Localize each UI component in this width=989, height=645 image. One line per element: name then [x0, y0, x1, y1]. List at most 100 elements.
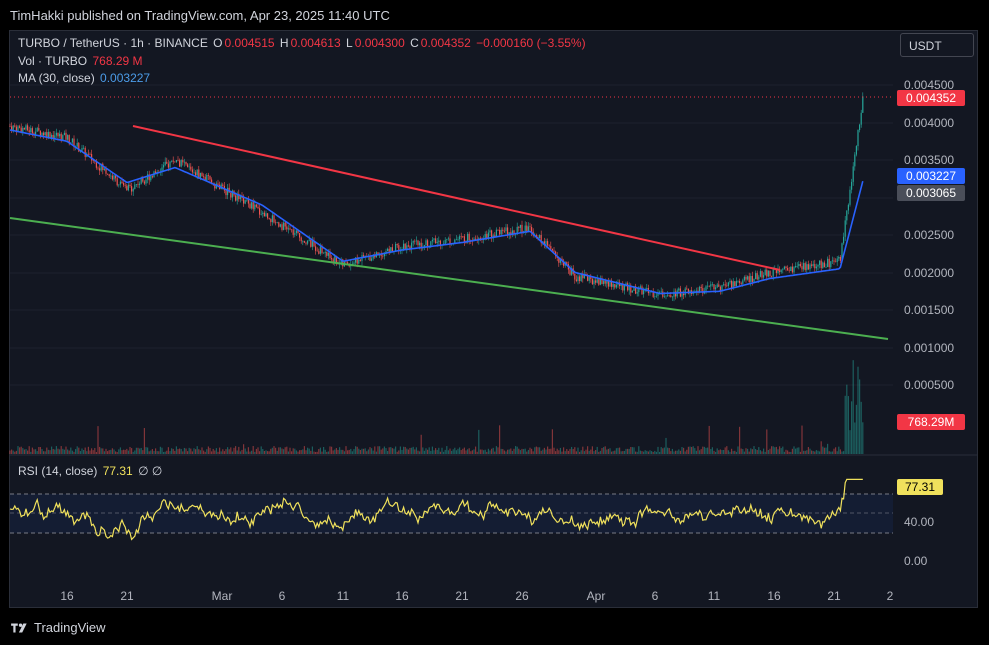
candle-body	[582, 273, 584, 279]
ma-legend[interactable]: MA (30, close) 0.003227	[18, 71, 152, 85]
candle-body	[796, 265, 798, 267]
volume-bar	[515, 446, 517, 454]
volume-bar	[59, 449, 61, 454]
candle-body	[193, 172, 195, 173]
candle-body	[417, 240, 419, 246]
volume-bar	[423, 450, 425, 454]
volume-bar	[167, 447, 169, 454]
volume-bar	[375, 451, 377, 454]
volume-bar	[89, 450, 91, 454]
candle-body	[419, 242, 421, 246]
candle-body	[142, 177, 144, 182]
candle-body	[79, 151, 81, 152]
candle	[571, 265, 573, 276]
candle-body	[574, 273, 576, 280]
candle	[756, 270, 758, 281]
candle-body	[175, 160, 177, 162]
candle-body	[19, 126, 21, 128]
candle	[126, 184, 128, 191]
volume-bar	[134, 450, 136, 454]
candle-body	[822, 262, 824, 269]
volume-bar	[359, 450, 361, 454]
candle	[854, 152, 856, 171]
candle-body	[719, 286, 721, 291]
candle-body	[657, 292, 659, 296]
volume-bar	[785, 449, 787, 454]
candle	[724, 279, 726, 289]
candle-body	[252, 202, 254, 210]
volume-bar	[486, 451, 488, 454]
volume-bar	[564, 451, 566, 454]
volume-bar	[574, 447, 576, 454]
candle-body	[583, 274, 585, 279]
currency-button[interactable]: USDT	[900, 33, 974, 57]
candle	[689, 289, 691, 298]
candle-body	[203, 176, 205, 178]
candle-body	[254, 204, 256, 210]
volume-bar	[727, 450, 729, 454]
volume-bar	[243, 444, 245, 454]
candle-body	[259, 208, 261, 215]
candle-body	[44, 132, 46, 136]
candle-body	[823, 262, 825, 268]
rsi-legend[interactable]: RSI (14, close) 77.31 ∅ ∅	[18, 464, 164, 478]
candle	[513, 229, 515, 237]
candle	[259, 204, 261, 219]
candle	[811, 260, 813, 269]
volume-bar	[343, 451, 345, 454]
ma-price-tag: 0.003227	[897, 168, 965, 184]
candle	[550, 241, 552, 250]
candle-body	[548, 245, 550, 247]
volume-bar	[537, 447, 539, 454]
candle-body	[487, 232, 489, 239]
candle	[30, 125, 32, 135]
candle-body	[766, 269, 768, 277]
volume-bar	[697, 446, 699, 454]
volume-bar	[492, 447, 494, 454]
candle	[281, 222, 283, 232]
volume-bar	[475, 446, 477, 454]
volume-bar	[260, 446, 262, 454]
candle	[595, 277, 597, 286]
volume-bar	[127, 450, 129, 454]
volume-bar	[788, 451, 790, 454]
candle	[427, 238, 429, 251]
volume-bar	[790, 451, 792, 454]
candle	[508, 232, 510, 240]
candle-body	[409, 246, 411, 250]
time-tick: Mar	[212, 589, 233, 603]
volume-bar	[751, 449, 753, 454]
candle-body	[279, 224, 281, 227]
candle	[131, 182, 133, 196]
candle-body	[335, 256, 337, 264]
chart-frame[interactable]	[9, 30, 978, 608]
volume-bar	[428, 447, 430, 454]
volume-bar	[52, 449, 54, 454]
candle-body	[289, 228, 291, 230]
volume-bar	[636, 451, 638, 454]
volume-bar	[358, 448, 360, 454]
volume-legend[interactable]: Vol · TURBO 768.29 M	[18, 54, 145, 68]
candle-body	[238, 193, 240, 200]
volume-bar	[73, 451, 75, 454]
candle-body	[222, 184, 224, 186]
candle-body	[150, 176, 152, 181]
candle	[652, 288, 654, 299]
volume-bar	[729, 451, 731, 454]
volume-bar	[287, 451, 289, 454]
volume-bar	[833, 448, 835, 454]
candle-body	[97, 167, 99, 169]
candle	[38, 124, 40, 132]
volume-bar	[679, 450, 681, 454]
volume-bar	[55, 446, 57, 454]
candle	[15, 124, 17, 136]
volume-bar	[804, 450, 806, 454]
volume-bar	[113, 449, 115, 454]
candle-body	[427, 240, 429, 248]
volume-bar	[849, 430, 851, 454]
candle-body	[459, 236, 461, 240]
symbol-legend[interactable]: TURBO / TetherUS · 1h · BINANCE O 0.00451…	[18, 36, 588, 50]
footer[interactable]: TradingView	[10, 620, 106, 635]
candle-body	[148, 174, 150, 181]
